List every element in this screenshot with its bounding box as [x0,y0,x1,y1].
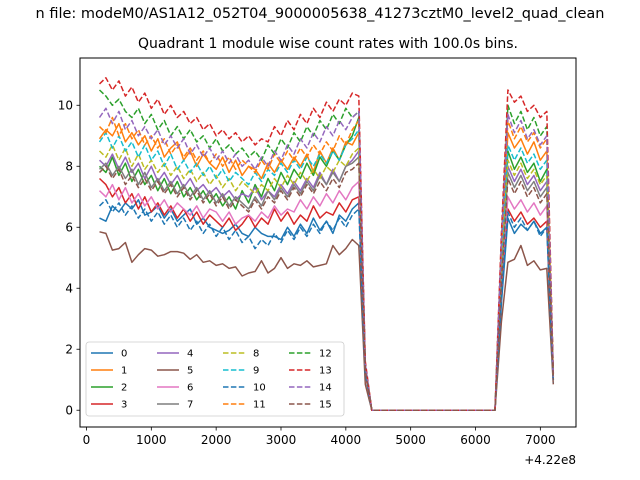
y-tick: 6 [65,221,80,235]
x-tick-label: 5000 [395,433,426,447]
x-tick-label: 4000 [331,433,362,447]
legend-label: 1 [121,366,127,377]
y-tick-label: 6 [65,221,73,235]
y-tick: 2 [65,343,80,357]
x-tick-label: 2000 [201,433,232,447]
y-tick-label: 10 [58,99,73,113]
x-axis: 0 1000 2000 3000 4000 5000 6000 7000 [83,427,556,447]
legend-label: 10 [253,383,266,394]
x-tick: 4000 [331,427,362,447]
legend-label: 8 [253,349,259,360]
x-tick: 3000 [266,427,297,447]
legend-label: 12 [319,349,332,360]
y-tick-label: 8 [65,160,73,174]
x-tick-label: 7000 [525,433,556,447]
legend-label: 14 [319,383,332,394]
y-tick-label: 0 [65,404,73,418]
x-tick: 1000 [136,427,167,447]
legend-label: 0 [121,349,127,360]
x-tick-label: 3000 [266,433,297,447]
x-tick: 7000 [525,427,556,447]
legend-label: 15 [319,400,332,411]
y-tick-label: 4 [65,282,73,296]
x-tick: 5000 [395,427,426,447]
legend-label: 13 [319,366,332,377]
legend-label: 6 [187,383,193,394]
legend-label: 9 [253,366,259,377]
y-axis: 0 2 4 6 8 10 [58,99,80,418]
x-tick: 6000 [460,427,491,447]
legend-label: 4 [187,349,193,360]
x-tick-label: 6000 [460,433,491,447]
legend-label: 11 [253,400,266,411]
y-tick: 8 [65,160,80,174]
legend-label: 3 [121,400,127,411]
y-tick: 4 [65,282,80,296]
legend-label: 5 [187,366,193,377]
x-offset-label: +4.22e8 [524,453,576,467]
x-tick: 2000 [201,427,232,447]
y-tick-label: 2 [65,343,73,357]
y-tick: 0 [65,404,80,418]
x-tick-label: 1000 [136,433,167,447]
y-tick: 10 [58,99,80,113]
x-tick: 0 [83,427,91,447]
legend-label: 7 [187,400,193,411]
legend-label: 2 [121,383,127,394]
x-tick-label: 0 [83,433,91,447]
